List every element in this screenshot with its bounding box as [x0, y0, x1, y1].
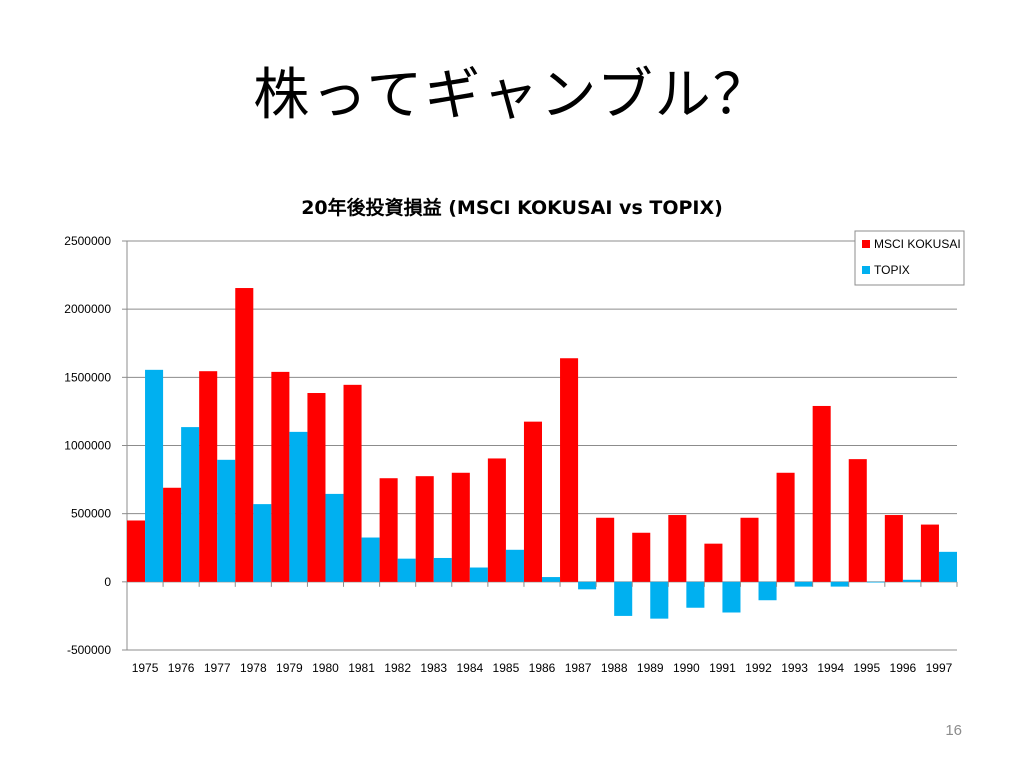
bar-msci-1980 [307, 393, 326, 582]
bar-msci-1977 [199, 371, 218, 582]
y-tick-label: 500000 [71, 507, 111, 521]
bar-topix-1993 [794, 581, 813, 587]
y-axis: -500000 0 500000 1000000 1500000 2000000 25000… [64, 234, 128, 657]
bar-msci-1981 [343, 384, 362, 582]
legend-label-msci: MSCI KOKUSAI [874, 237, 961, 251]
bar-msci-1983 [415, 476, 434, 582]
bar-topix-1984 [469, 567, 488, 582]
bar-topix-1995 [866, 581, 885, 583]
x-tick-label: 1994 [817, 661, 844, 675]
bar-topix-1976 [181, 427, 200, 582]
y-tick-label: 2000000 [64, 302, 111, 316]
bar-msci-1975 [127, 520, 146, 582]
bar-topix-1975 [145, 369, 164, 582]
bar-topix-1983 [433, 557, 452, 582]
x-tick-label: 1980 [312, 661, 339, 675]
bar-topix-1980 [325, 493, 344, 582]
y-tick-label: -500000 [67, 643, 111, 657]
bar-msci-1995 [848, 459, 867, 582]
bar-msci-1992 [740, 517, 759, 582]
x-tick-label: 1988 [601, 661, 628, 675]
bar-msci-1986 [523, 421, 542, 582]
bar-topix-1982 [397, 558, 416, 582]
bar-msci-1976 [163, 487, 182, 582]
bar-msci-1996 [884, 515, 903, 582]
x-tick-label: 1995 [853, 661, 880, 675]
bar-topix-1992 [758, 581, 777, 601]
x-tick-label: 1981 [348, 661, 375, 675]
bar-topix-1986 [542, 577, 561, 582]
x-tick-label: 1997 [926, 661, 953, 675]
x-tick-label: 1986 [529, 661, 556, 675]
bar-topix-1990 [686, 581, 705, 608]
bar-msci-1982 [379, 478, 398, 582]
legend-label-topix: TOPIX [874, 263, 910, 277]
bars [127, 288, 957, 619]
x-tick-label: 1993 [781, 661, 808, 675]
x-tick-label: 1978 [240, 661, 267, 675]
bar-topix-1991 [722, 581, 741, 613]
x-tick-label: 1983 [420, 661, 447, 675]
bar-msci-1991 [704, 543, 723, 582]
bar-topix-1988 [614, 581, 633, 616]
slide-title: 株ってギャンブル？ [253, 63, 771, 128]
bar-topix-1987 [578, 581, 597, 590]
bar-msci-1984 [451, 472, 470, 582]
bar-topix-1979 [289, 431, 308, 582]
x-tick-label: 1992 [745, 661, 772, 675]
x-tick-label: 1984 [456, 661, 483, 675]
legend-box [854, 230, 965, 286]
x-tick-label: 1977 [204, 661, 231, 675]
bar-msci-1988 [596, 517, 615, 582]
x-tick-label: 1975 [132, 661, 159, 675]
x-tick-label: 1982 [384, 661, 411, 675]
bar-msci-1987 [560, 358, 579, 582]
x-tick-label: 1989 [637, 661, 664, 675]
bar-msci-1994 [812, 405, 831, 582]
bar-msci-1978 [235, 288, 254, 582]
chart-title: 20年後投資損益 (MSCI KOKUSAI vs TOPIX) [301, 196, 723, 219]
bar-topix-1989 [650, 581, 669, 619]
x-axis: 1975 1976 1977 1978 1979 1980 1981 1982 1983 1984… [126, 581, 958, 675]
bar-topix-1985 [505, 549, 524, 582]
legend-swatch-topix [862, 266, 870, 274]
y-tick-label: 0 [104, 575, 111, 589]
x-tick-label: 1985 [493, 661, 520, 675]
bar-msci-1979 [271, 371, 290, 582]
bar-topix-1997 [938, 551, 957, 582]
bar-topix-1978 [253, 504, 272, 582]
x-tick-label: 1990 [673, 661, 700, 675]
bar-topix-1994 [830, 581, 849, 587]
bar-msci-1990 [668, 515, 687, 582]
y-tick-label: 1000000 [64, 439, 111, 453]
x-tick-label: 1991 [709, 661, 736, 675]
x-tick-label: 1987 [565, 661, 592, 675]
page-number: 16 [945, 722, 962, 739]
bar-msci-1993 [776, 472, 795, 582]
x-tick-label: 1979 [276, 661, 303, 675]
bar-msci-1997 [920, 524, 939, 582]
x-tick-label: 1976 [168, 661, 195, 675]
x-tick-label: 1996 [890, 661, 917, 675]
y-tick-label: 2500000 [64, 234, 111, 248]
bar-topix-1996 [902, 579, 921, 582]
legend-swatch-msci [862, 240, 870, 248]
bar-topix-1977 [217, 459, 236, 582]
bar-msci-1985 [487, 458, 506, 582]
y-tick-label: 1500000 [64, 370, 111, 384]
legend: MSCI KOKUSAI TOPIX [854, 230, 965, 286]
bar-msci-1989 [632, 532, 651, 582]
bar-topix-1981 [361, 537, 380, 582]
